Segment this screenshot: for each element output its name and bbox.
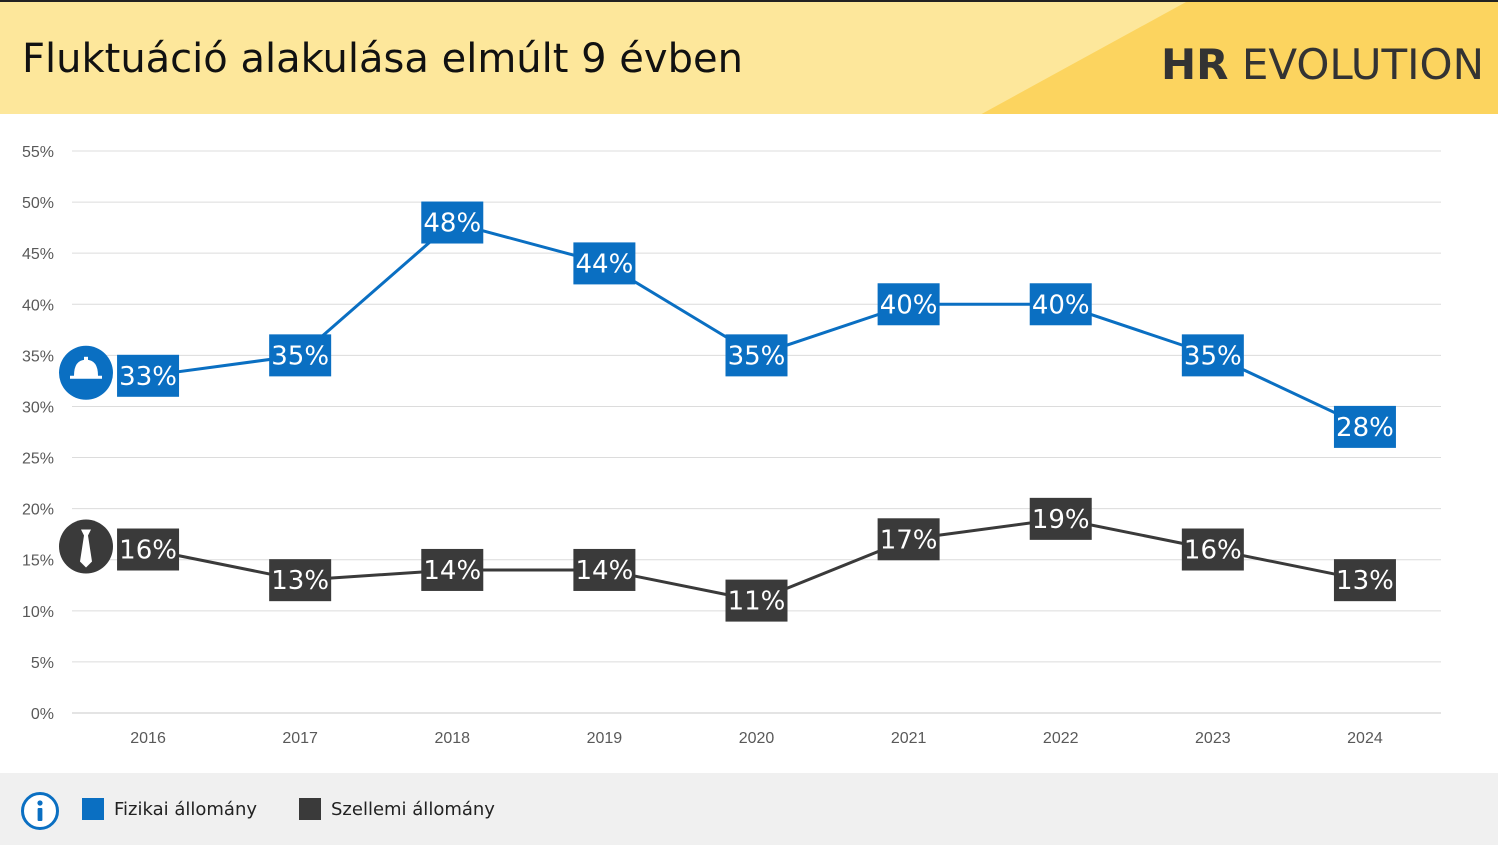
legend-label-fizikai: Fizikai állomány bbox=[114, 798, 258, 820]
data-label-box bbox=[1181, 334, 1244, 377]
data-label: 48% bbox=[423, 209, 481, 239]
data-label-box bbox=[1181, 528, 1244, 571]
data-label-box bbox=[1029, 497, 1092, 540]
data-label: 40% bbox=[1032, 290, 1090, 320]
x-tick-label: 2017 bbox=[282, 730, 318, 747]
brand-evolution: EVOLUTION bbox=[1228, 40, 1484, 89]
data-label: 28% bbox=[1336, 413, 1394, 443]
data-label: 16% bbox=[119, 536, 177, 566]
x-tick-label: 2018 bbox=[434, 730, 470, 747]
necktie-icon bbox=[80, 529, 92, 568]
data-label: 14% bbox=[575, 556, 633, 586]
data-label: 35% bbox=[1184, 341, 1242, 371]
y-tick-label: 50% bbox=[22, 195, 54, 212]
info-icon[interactable] bbox=[20, 791, 60, 831]
data-label-box bbox=[725, 334, 788, 377]
data-label: 33% bbox=[119, 362, 177, 392]
x-tick-label: 2020 bbox=[739, 730, 775, 747]
x-tick-label: 2021 bbox=[891, 730, 927, 747]
y-tick-label: 15% bbox=[22, 553, 54, 570]
x-tick-label: 2023 bbox=[1195, 730, 1231, 747]
data-label: 44% bbox=[575, 249, 633, 279]
data-label-box bbox=[117, 528, 180, 571]
legend-item-fizikai: Fizikai állomány bbox=[82, 798, 257, 820]
data-label: 13% bbox=[1336, 566, 1394, 596]
data-label-box bbox=[421, 548, 484, 591]
data-label: 13% bbox=[271, 566, 329, 596]
brand-logo: HR EVOLUTION bbox=[1161, 40, 1484, 89]
legend-bar: Fizikai állomány Szellemi állomány bbox=[0, 773, 1498, 845]
data-label-box bbox=[269, 559, 332, 602]
y-tick-label: 30% bbox=[22, 399, 54, 416]
data-label-box bbox=[725, 579, 788, 622]
data-label-box bbox=[269, 334, 332, 377]
x-tick-label: 2016 bbox=[130, 730, 166, 747]
x-tick-label: 2022 bbox=[1043, 730, 1079, 747]
data-label: 11% bbox=[728, 587, 786, 617]
data-label: 35% bbox=[271, 341, 329, 371]
data-label: 19% bbox=[1032, 505, 1090, 535]
hard-hat-icon bbox=[70, 359, 102, 379]
data-label: 16% bbox=[1184, 536, 1242, 566]
legend-item-szellemi: Szellemi állomány bbox=[299, 798, 495, 820]
y-tick-label: 35% bbox=[22, 348, 54, 365]
y-tick-label: 40% bbox=[22, 297, 54, 314]
data-label-box bbox=[877, 518, 940, 561]
line-chart: 0% 5% 10% 15% 20% 25% 30% 35% 40% 45% 50% 55% 2016 20… bbox=[22, 144, 1441, 747]
data-label-box bbox=[573, 242, 636, 285]
data-label-box bbox=[117, 354, 180, 397]
data-label-box bbox=[1029, 283, 1092, 326]
hard-hat-crest bbox=[84, 356, 88, 365]
legend-swatch-fizikai bbox=[82, 798, 104, 820]
data-label-box bbox=[573, 548, 636, 591]
data-label: 40% bbox=[880, 290, 938, 320]
y-tick-label: 0% bbox=[31, 706, 54, 723]
page-title: Fluktuáció alakulása elmúlt 9 évben bbox=[22, 36, 743, 82]
data-label-box bbox=[877, 283, 940, 326]
data-label: 14% bbox=[423, 556, 481, 586]
data-label: 17% bbox=[880, 525, 938, 555]
legend-label-szellemi: Szellemi állomány bbox=[331, 798, 495, 820]
data-label-box bbox=[421, 201, 484, 244]
y-tick-label: 5% bbox=[31, 655, 54, 672]
x-tick-label: 2019 bbox=[587, 730, 623, 747]
x-tick-label: 2024 bbox=[1347, 730, 1383, 747]
legend-swatch-szellemi bbox=[299, 798, 321, 820]
data-label-box bbox=[1333, 559, 1396, 602]
y-tick-label: 10% bbox=[22, 604, 54, 621]
header: Fluktuáció alakulása elmúlt 9 évben HR E… bbox=[0, 0, 1498, 114]
y-tick-label: 25% bbox=[22, 451, 54, 468]
y-tick-label: 20% bbox=[22, 502, 54, 519]
data-label: 35% bbox=[728, 341, 786, 371]
y-tick-label: 45% bbox=[22, 246, 54, 263]
data-label-box bbox=[1333, 405, 1396, 448]
y-tick-label: 55% bbox=[22, 144, 54, 161]
brand-hr: HR bbox=[1160, 40, 1229, 89]
